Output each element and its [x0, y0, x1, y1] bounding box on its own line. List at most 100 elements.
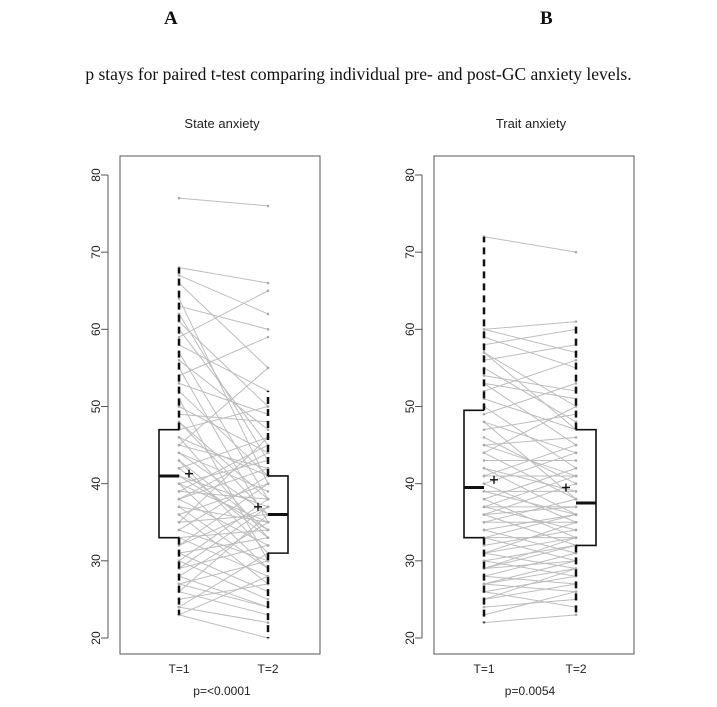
trait-paired-point: [574, 520, 578, 524]
trait-y-tick-label: 30: [403, 554, 417, 568]
state-paired-point: [177, 528, 181, 532]
state-paired-line: [178, 560, 269, 585]
trait-paired-point: [574, 613, 578, 617]
state-paired-point: [177, 274, 181, 277]
trait-box-2: [562, 325, 597, 615]
trait-paired-point: [574, 497, 578, 501]
state-box-outline: [158, 428, 179, 539]
trait-paired-point: [574, 436, 578, 439]
trait-paired-line: [483, 467, 577, 500]
trait-paired-point: [574, 505, 578, 509]
state-paired-line: [178, 483, 269, 516]
trait-paired-point: [482, 505, 486, 509]
trait-paired-point: [482, 459, 486, 462]
trait-paired-line: [483, 514, 577, 531]
state-box-2: [254, 391, 289, 638]
state-paired-point: [266, 559, 270, 563]
trait-category-label: T=2: [565, 662, 586, 676]
trait-paired-line: [483, 521, 577, 554]
state-paired-line: [178, 452, 269, 500]
state-paired-point: [266, 335, 270, 339]
state-paired-line: [178, 498, 269, 562]
trait-paired-line: [483, 413, 577, 431]
trait-paired-line: [483, 475, 577, 508]
trait-paired-line: [483, 506, 577, 531]
trait-paired-point: [482, 443, 486, 447]
state-paired-point: [266, 405, 270, 408]
state-box-1: [158, 267, 193, 615]
trait-paired-point: [482, 374, 486, 377]
trait-paired-line: [483, 328, 577, 353]
state-y-tick-label: 30: [89, 554, 103, 568]
trait-y-tick-label: 50: [403, 400, 417, 414]
state-paired-point: [177, 297, 181, 300]
trait-paired-line: [483, 328, 577, 346]
trait-y-tick-label: 60: [403, 322, 417, 336]
state-paired-line: [178, 367, 269, 446]
state-paired-line: [178, 406, 269, 431]
state-paired-line: [178, 367, 269, 523]
state-paired-line: [178, 467, 269, 500]
state-y-tick-label: 70: [89, 245, 103, 259]
trait-paired-point: [482, 559, 486, 563]
state-paired-line: [178, 552, 269, 608]
trait-box-1: [463, 236, 498, 623]
state-paired-point: [266, 497, 270, 501]
trait-paired-point: [482, 451, 486, 455]
trait-paired-point: [482, 490, 486, 493]
trait-paired-line: [483, 552, 577, 570]
trait-paired-point: [482, 528, 486, 532]
trait-paired-line: [483, 444, 577, 477]
state-paired-line: [178, 282, 269, 369]
state-paired-point: [177, 497, 181, 501]
trait-paired-point: [574, 451, 578, 455]
state-paired-point: [266, 281, 270, 285]
state-paired-line: [178, 506, 269, 546]
state-paired-point: [266, 544, 270, 547]
state-paired-point: [266, 428, 270, 431]
trait-paired-line: [483, 506, 577, 516]
state-paired-line: [178, 544, 269, 570]
state-paired-line: [178, 483, 269, 523]
trait-paired-point: [574, 358, 578, 362]
trait-paired-point: [574, 567, 578, 570]
trait-paired-line: [483, 367, 577, 423]
trait-paired-lines: [482, 235, 578, 624]
state-paired-point: [266, 366, 270, 370]
state-paired-lines: [177, 196, 270, 640]
trait-paired-point: [574, 466, 578, 470]
state-paired-point: [266, 466, 270, 470]
state-y-tick-label: 40: [89, 477, 103, 491]
trait-paired-point: [574, 405, 578, 408]
state-paired-line: [178, 352, 269, 500]
state-paired-point: [266, 451, 270, 455]
state-category-label: T=2: [257, 662, 278, 676]
state-paired-point: [177, 382, 181, 385]
state-paired-line: [178, 321, 269, 407]
state-paired-line: [178, 475, 269, 508]
trait-box-outline: [576, 428, 597, 547]
trait-paired-point: [574, 250, 578, 254]
trait-y-tick-label: 20: [403, 631, 417, 645]
trait-paired-line: [483, 344, 577, 361]
trait-paired-line: [483, 467, 577, 492]
state-paired-line: [178, 290, 269, 338]
state-paired-line: [178, 444, 269, 492]
state-paired-line: [178, 606, 269, 624]
trait-category-label: T=1: [473, 662, 494, 676]
state-paired-line: [178, 437, 269, 523]
state-paired-point: [177, 482, 181, 485]
trait-paired-point: [574, 443, 578, 447]
state-paired-line: [178, 267, 269, 284]
state-paired-point: [177, 358, 181, 362]
trait-paired-line: [483, 575, 577, 585]
state-paired-line: [178, 498, 269, 546]
state-paired-point: [266, 482, 270, 485]
state-paired-line: [178, 359, 269, 431]
trait-paired-point: [574, 536, 578, 539]
trait-paired-line: [483, 614, 577, 624]
state-y-tick-label: 50: [89, 400, 103, 414]
trait-paired-line: [483, 591, 577, 616]
trait-paired-point: [574, 482, 578, 485]
state-paired-point: [266, 312, 270, 316]
